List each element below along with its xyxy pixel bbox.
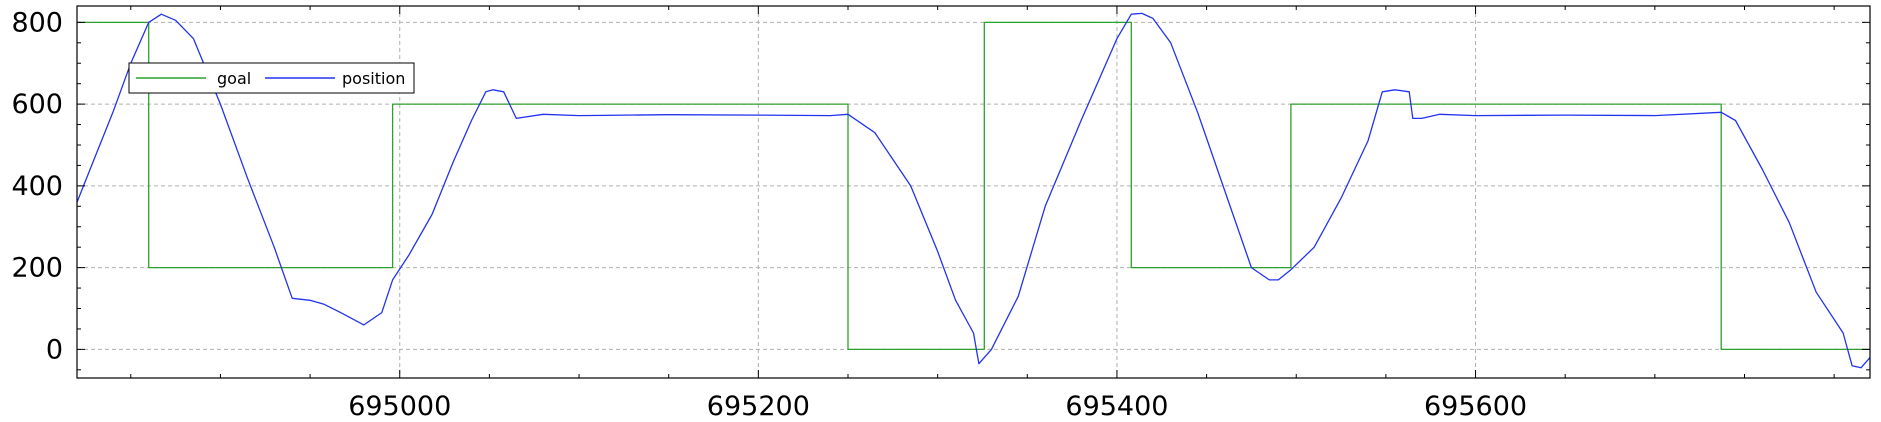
tick-labels: 695000 695200 695400 695600 0 200 400 600 800 (11, 7, 1527, 422)
plot-frame (76, 5, 1871, 379)
y-tick-label: 400 (11, 171, 63, 202)
axis-ticks (77, 6, 1870, 378)
y-tick-label: 0 (46, 334, 63, 365)
plot-lines (76, 12, 1871, 369)
legend: goal position (128, 62, 415, 94)
series-line-goal (77, 21, 1870, 351)
legend-label-position: position (342, 69, 405, 88)
x-tick-label: 695000 (348, 391, 451, 422)
y-tick-label: 600 (11, 89, 63, 120)
x-tick-label: 695400 (1065, 391, 1168, 422)
series-line-position (76, 12, 1871, 369)
y-tick-label: 200 (11, 253, 63, 284)
x-tick-label: 695600 (1424, 391, 1527, 422)
y-tick-label: 800 (11, 7, 63, 38)
x-tick-label: 695200 (707, 391, 810, 422)
legend-label-goal: goal (217, 69, 251, 88)
